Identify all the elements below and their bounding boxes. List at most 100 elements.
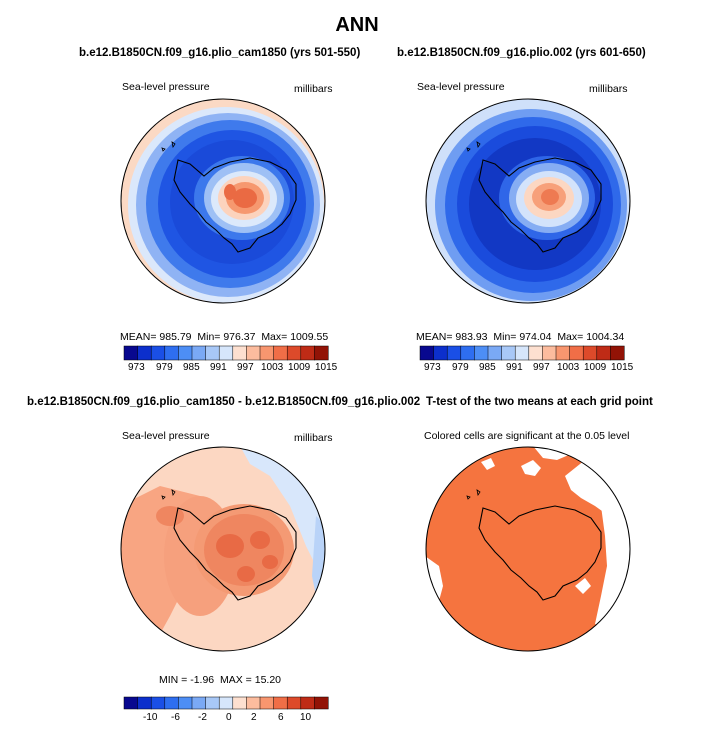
- cb1-tick: 991: [210, 362, 227, 373]
- cb2-tick: 997: [533, 362, 550, 373]
- cb3-tick: 2: [251, 712, 257, 723]
- panel3-map: [120, 446, 326, 652]
- panel2-colorbar: [419, 345, 625, 361]
- colorbar-swatch: [596, 345, 611, 361]
- colorbar-swatch: [259, 696, 275, 710]
- cb1-tick: 1015: [315, 362, 338, 373]
- cb2-tick: 1015: [611, 362, 634, 373]
- panel4-title: T-test of the two means at each grid poi…: [426, 396, 653, 408]
- colorbar-swatch: [286, 345, 302, 361]
- panel1-min-label: Min=: [197, 331, 221, 343]
- colorbar-swatch: [433, 345, 448, 361]
- colorbar-swatch: [501, 345, 516, 361]
- cb1-tick: 997: [237, 362, 254, 373]
- cb3-tick: -6: [171, 712, 180, 723]
- panel3-title: b.e12.B1850CN.f09_g16.plio_cam1850 - b.e…: [27, 396, 421, 408]
- panel1-max-label: Max=: [261, 331, 288, 343]
- panel1-variable: Sea-level pressure: [122, 81, 210, 93]
- colorbar-swatch: [232, 696, 247, 710]
- colorbar-swatch: [542, 345, 557, 361]
- panel3-colorbar: [123, 696, 329, 710]
- colorbar-swatch: [164, 696, 179, 710]
- colorbar-swatch: [300, 696, 315, 710]
- panel1-units: millibars: [294, 83, 333, 95]
- cb3-tick: -2: [198, 712, 207, 723]
- panel3-variable: Sea-level pressure: [122, 430, 210, 442]
- colorbar-swatch: [150, 696, 166, 710]
- panel2-units: millibars: [589, 83, 628, 95]
- panel2-min-value: 974.04: [519, 331, 552, 343]
- colorbar-swatch: [218, 696, 234, 710]
- colorbar-swatch: [164, 345, 179, 361]
- colorbar-swatch: [273, 345, 288, 361]
- cb3-tick: 10: [300, 712, 312, 723]
- colorbar-swatch: [150, 345, 166, 361]
- panel2-title: b.e12.B1850CN.f09_g16.plio.002 (yrs 601-…: [397, 47, 646, 59]
- cb3-tick: -10: [143, 712, 158, 723]
- colorbar-swatch: [178, 696, 193, 710]
- cb1-tick: 973: [128, 362, 145, 373]
- colorbar-swatch: [514, 345, 530, 361]
- colorbar-swatch: [446, 345, 462, 361]
- panel1-mean-value: 985.79: [159, 331, 192, 343]
- panel4-map: [425, 446, 631, 652]
- colorbar-swatch: [300, 345, 315, 361]
- cb1-tick: 1009: [288, 362, 311, 373]
- colorbar-swatch: [137, 696, 152, 710]
- cb2-tick: 1009: [584, 362, 607, 373]
- panel1-min-value: 976.37: [223, 331, 256, 343]
- colorbar-swatch: [246, 696, 261, 710]
- cb2-tick: 1003: [557, 362, 580, 373]
- colorbar-swatch: [137, 345, 152, 361]
- colorbar-swatch: [178, 345, 193, 361]
- panel3-min-label: MIN =: [159, 674, 188, 686]
- cb3-tick: 0: [226, 712, 232, 723]
- colorbar-swatch: [314, 345, 329, 361]
- colorbar-swatch: [286, 696, 302, 710]
- colorbar-swatch: [273, 696, 288, 710]
- colorbar-swatch: [218, 345, 234, 361]
- panel4-subtitle: Colored cells are significant at the 0.0…: [424, 430, 630, 442]
- panel1-max-value: 1009.55: [290, 331, 329, 343]
- cb2-tick: 979: [452, 362, 469, 373]
- cb1-tick: 979: [156, 362, 173, 373]
- cb2-tick: 991: [506, 362, 523, 373]
- cb3-tick: 6: [278, 712, 284, 723]
- colorbar-swatch: [569, 345, 584, 361]
- panel3-max-value: 15.20: [254, 674, 282, 686]
- panel1-colorbar: [123, 345, 329, 361]
- colorbar-swatch: [474, 345, 489, 361]
- cb2-tick: 973: [424, 362, 441, 373]
- cb1-tick: 985: [183, 362, 200, 373]
- panel3-units: millibars: [294, 432, 333, 444]
- colorbar-swatch: [246, 345, 261, 361]
- panel1-map: [120, 98, 326, 304]
- colorbar-swatch: [610, 345, 625, 361]
- colorbar-swatch: [460, 345, 475, 361]
- panel2-mean-value: 983.93: [455, 331, 488, 343]
- colorbar-swatch: [528, 345, 543, 361]
- panel1-mean-label: MEAN=: [120, 331, 157, 343]
- panel2-mean-label: MEAN=: [416, 331, 453, 343]
- colorbar-swatch: [123, 696, 139, 710]
- panel2-map: [425, 98, 631, 304]
- panel2-min-label: Min=: [493, 331, 517, 343]
- cb2-tick: 985: [479, 362, 496, 373]
- colorbar-swatch: [123, 345, 139, 361]
- colorbar-swatch: [205, 696, 220, 710]
- colorbar-swatch: [582, 345, 598, 361]
- colorbar-swatch: [205, 345, 220, 361]
- colorbar-swatch: [487, 345, 503, 361]
- panel3-min-value: -1.96: [190, 674, 215, 686]
- page-title: ANN: [335, 14, 379, 36]
- colorbar-swatch: [232, 345, 247, 361]
- cb1-tick: 1003: [261, 362, 284, 373]
- colorbar-swatch: [555, 345, 571, 361]
- colorbar-swatch: [191, 345, 207, 361]
- panel2-max-value: 1004.34: [586, 331, 625, 343]
- panel2-variable: Sea-level pressure: [417, 81, 505, 93]
- panel2-max-label: Max=: [557, 331, 584, 343]
- panel3-max-label: MAX =: [220, 674, 252, 686]
- colorbar-swatch: [314, 696, 329, 710]
- colorbar-swatch: [419, 345, 435, 361]
